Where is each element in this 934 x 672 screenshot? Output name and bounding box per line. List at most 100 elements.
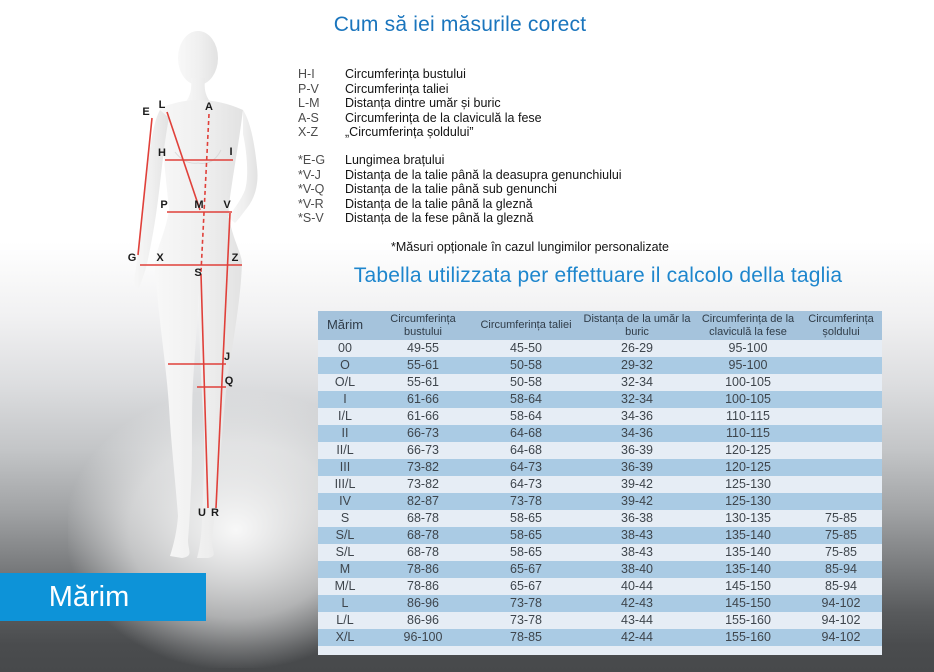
table-cell: 32-34 bbox=[621, 375, 653, 390]
table-cell: IV bbox=[339, 494, 351, 509]
table-cell: 00 bbox=[338, 341, 352, 356]
measure-code: X-Z bbox=[298, 125, 319, 140]
table-cell: 73-82 bbox=[407, 477, 439, 492]
table-cell: 125-130 bbox=[725, 477, 771, 492]
measure-description: Distanța dintre umăr și buric bbox=[345, 96, 501, 111]
table-cell: 73-78 bbox=[510, 494, 542, 509]
table-cell: S/L bbox=[335, 528, 355, 543]
table-cell: 82-87 bbox=[407, 494, 439, 509]
table-cell: 61-66 bbox=[407, 392, 439, 407]
measure-description: Distanța de la talie până la gleznă bbox=[345, 196, 533, 211]
legend-row: X-Z „Circumferința șoldului” bbox=[298, 125, 622, 140]
measure-point-label: X bbox=[156, 252, 164, 264]
table-cell: 100-105 bbox=[725, 375, 771, 390]
table-cell: 66-73 bbox=[407, 426, 439, 441]
measure-description: Distanța de la fese până la gleznă bbox=[345, 211, 534, 226]
measure-code: *V-R bbox=[298, 196, 324, 211]
table-cell: 110-115 bbox=[725, 426, 771, 441]
measure-code: P-V bbox=[298, 81, 319, 96]
size-badge: Mărim bbox=[0, 573, 206, 621]
size-table-header-row: Mărim Circumferința bustului Circumferin… bbox=[318, 311, 882, 341]
table-cell: 135-140 bbox=[725, 528, 771, 543]
table-cell: 155-160 bbox=[725, 613, 771, 628]
table-cell: 73-78 bbox=[510, 596, 542, 611]
legend-row: *E-G Lungimea brațului bbox=[298, 153, 622, 168]
measurement-legend: H-I Circumferința bustului P-V Circumfer… bbox=[298, 67, 622, 226]
legend-row: *V-J Distanța de la talie până la deasup… bbox=[298, 168, 622, 183]
column-header-clavicle-seat: Circumferința de la claviculă la fese bbox=[696, 311, 800, 341]
page-title-size-table: Tabella utilizzata per effettuare il cal… bbox=[353, 264, 843, 287]
measure-code: *S-V bbox=[298, 211, 324, 226]
measure-point-label: M bbox=[194, 199, 203, 211]
table-cell: 78-86 bbox=[407, 579, 439, 594]
shoulder-navel-line bbox=[166, 111, 201, 211]
table-cell: 29-32 bbox=[621, 358, 653, 373]
table-cell: O/L bbox=[334, 375, 356, 390]
table-row: L 86-96 73-78 42-43 145-150 94-102 bbox=[318, 595, 882, 613]
measure-point-label: H bbox=[158, 147, 166, 159]
column-header-hip: Circumferința șoldului bbox=[800, 311, 882, 341]
table-cell: 39-42 bbox=[621, 477, 653, 492]
table-row: O 55-61 50-58 29-32 95-100 bbox=[318, 357, 882, 375]
table-cell: 110-115 bbox=[725, 409, 771, 424]
table-cell: 45-50 bbox=[510, 341, 542, 356]
table-cell: 36-38 bbox=[621, 511, 653, 526]
measure-point-label: Q bbox=[225, 375, 234, 387]
size-table: Mărim Circumferința bustului Circumferin… bbox=[318, 311, 882, 656]
table-footer-spacer bbox=[318, 646, 882, 656]
table-cell: 68-78 bbox=[407, 528, 439, 543]
measure-code: *E-G bbox=[298, 152, 326, 167]
table-cell: 36-39 bbox=[621, 460, 653, 475]
column-header-waist: Circumferința taliei bbox=[474, 311, 578, 341]
legend-row: P-V Circumferința taliei bbox=[298, 82, 622, 97]
table-cell: 135-140 bbox=[725, 562, 771, 577]
table-row: II/L 66-73 64-68 36-39 120-125 bbox=[318, 442, 882, 460]
table-cell: S bbox=[340, 511, 350, 526]
table-row: IV 82-87 73-78 39-42 125-130 bbox=[318, 493, 882, 511]
table-cell: II bbox=[341, 426, 349, 441]
page-title-measurements: Cum să iei măsurile corect bbox=[333, 13, 587, 36]
table-cell: 39-42 bbox=[621, 494, 653, 509]
table-cell: 120-125 bbox=[725, 460, 771, 475]
table-cell: 38-40 bbox=[621, 562, 653, 577]
table-cell: 125-130 bbox=[725, 494, 771, 509]
measure-point-label: U bbox=[198, 507, 206, 519]
table-cell: M bbox=[339, 562, 351, 577]
measure-point-label: Z bbox=[232, 252, 239, 264]
table-cell: 78-85 bbox=[510, 630, 542, 645]
size-table-footer-row bbox=[318, 646, 882, 656]
measure-description: Circumferința de la claviculă la fese bbox=[345, 110, 542, 125]
table-cell bbox=[800, 425, 882, 442]
table-cell: I/L bbox=[338, 409, 352, 424]
table-cell bbox=[800, 408, 882, 425]
legend-row: H-I Circumferința bustului bbox=[298, 67, 622, 82]
table-cell: 68-78 bbox=[407, 511, 439, 526]
table-row: O/L 55-61 50-58 32-34 100-105 bbox=[318, 374, 882, 392]
table-cell bbox=[800, 391, 882, 408]
table-cell bbox=[800, 493, 882, 510]
table-cell: 42-44 bbox=[621, 630, 653, 645]
table-cell: 26-29 bbox=[621, 341, 653, 356]
measure-point-label: A bbox=[205, 101, 213, 113]
measurement-lines bbox=[137, 111, 242, 509]
table-cell: X/L bbox=[335, 630, 355, 645]
table-cell: 55-61 bbox=[407, 358, 439, 373]
measure-description: Distanța de la talie până la deasupra ge… bbox=[345, 167, 622, 182]
table-cell: 34-36 bbox=[621, 426, 653, 441]
table-cell: 43-44 bbox=[621, 613, 653, 628]
table-cell bbox=[800, 374, 882, 391]
table-cell: 32-34 bbox=[621, 392, 653, 407]
table-cell: 38-43 bbox=[621, 545, 653, 560]
table-cell: 64-73 bbox=[510, 477, 542, 492]
table-cell: 66-73 bbox=[407, 443, 439, 458]
table-cell: 58-65 bbox=[510, 528, 542, 543]
table-cell: 96-100 bbox=[403, 630, 443, 645]
table-cell: 135-140 bbox=[725, 545, 771, 560]
table-cell: 49-55 bbox=[407, 341, 439, 356]
measure-description: Circumferința taliei bbox=[345, 81, 449, 96]
measure-point-label: S bbox=[194, 267, 201, 279]
table-cell: 100-105 bbox=[725, 392, 771, 407]
legend-row: *V-R Distanța de la talie până la gleznă bbox=[298, 197, 622, 212]
table-cell: 85-94 bbox=[825, 562, 857, 577]
